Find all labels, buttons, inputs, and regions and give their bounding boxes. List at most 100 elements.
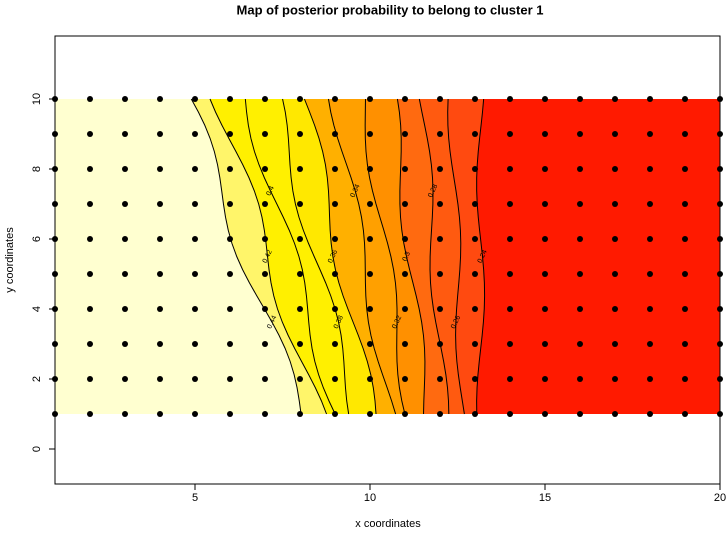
grid-point <box>647 166 653 172</box>
grid-point <box>157 201 163 207</box>
grid-point <box>262 131 268 137</box>
grid-point <box>227 131 233 137</box>
grid-point <box>332 166 338 172</box>
grid-point <box>367 96 373 102</box>
plot-frame <box>54 35 721 485</box>
grid-point <box>647 236 653 242</box>
grid-point <box>437 411 443 417</box>
grid-point <box>262 271 268 277</box>
y-tick-label: 6 <box>31 236 43 242</box>
grid-point <box>157 411 163 417</box>
grid-point <box>612 201 618 207</box>
grid-point <box>612 376 618 382</box>
grid-point <box>402 306 408 312</box>
grid-point <box>507 376 513 382</box>
grid-point <box>542 131 548 137</box>
grid-point <box>227 201 233 207</box>
field-zone <box>55 99 302 414</box>
y-tick-label: 0 <box>31 446 43 452</box>
contour-line <box>209 98 327 415</box>
grid-point <box>332 201 338 207</box>
contour-line <box>418 98 450 415</box>
grid-point <box>402 376 408 382</box>
grid-point <box>472 96 478 102</box>
grid-point <box>682 201 688 207</box>
contour-label: 0.3 <box>402 251 413 263</box>
grid-point <box>577 201 583 207</box>
grid-point <box>507 96 513 102</box>
grid-point <box>122 341 128 347</box>
grid-point <box>297 236 303 242</box>
grid-point <box>542 411 548 417</box>
grid-point <box>472 236 478 242</box>
contour-line <box>282 98 350 415</box>
grid-point <box>157 131 163 137</box>
grid-point <box>367 236 373 242</box>
grid-point <box>647 201 653 207</box>
grid-point <box>542 166 548 172</box>
x-tick-label: 15 <box>539 492 551 504</box>
chart-title: Map of posterior probability to belong t… <box>237 2 544 17</box>
grid-point <box>192 376 198 382</box>
grid-point <box>612 271 618 277</box>
grid-point <box>612 131 618 137</box>
grid-point <box>367 411 373 417</box>
grid-point <box>122 236 128 242</box>
y-tick-label: 4 <box>31 306 43 312</box>
contour-label: 0.4 <box>266 185 277 197</box>
grid-point <box>192 201 198 207</box>
grid-point <box>192 166 198 172</box>
grid-point <box>332 271 338 277</box>
grid-point <box>577 306 583 312</box>
grid-point <box>332 341 338 347</box>
grid-point <box>577 271 583 277</box>
grid-point <box>647 131 653 137</box>
grid-point <box>542 376 548 382</box>
grid-point <box>682 376 688 382</box>
grid-point <box>437 131 443 137</box>
grid-point <box>87 96 93 102</box>
grid-point <box>297 271 303 277</box>
grid-point <box>262 96 268 102</box>
grid-point <box>682 236 688 242</box>
grid-point <box>437 236 443 242</box>
grid-point <box>577 96 583 102</box>
grid-point <box>122 376 128 382</box>
grid-point <box>87 201 93 207</box>
grid-point <box>577 166 583 172</box>
grid-point <box>122 306 128 312</box>
grid-point <box>262 411 268 417</box>
grid-point <box>402 166 408 172</box>
grid-point <box>157 376 163 382</box>
grid-point <box>612 96 618 102</box>
grid-point <box>332 96 338 102</box>
grid-point <box>577 131 583 137</box>
grid-point <box>262 201 268 207</box>
contour-line <box>476 98 486 415</box>
grid-point <box>192 271 198 277</box>
grid-point <box>437 376 443 382</box>
grid-point <box>507 271 513 277</box>
grid-point <box>332 236 338 242</box>
grid-point <box>122 271 128 277</box>
contour-line <box>447 98 465 415</box>
grid-point <box>367 306 373 312</box>
grid-point <box>682 96 688 102</box>
grid-point <box>472 271 478 277</box>
y-axis-label: y coordinates <box>4 227 16 293</box>
grid-point <box>542 306 548 312</box>
grid-point <box>507 236 513 242</box>
grid-point <box>192 341 198 347</box>
grid-point <box>437 341 443 347</box>
grid-point <box>472 131 478 137</box>
grid-point <box>682 341 688 347</box>
grid-point <box>647 306 653 312</box>
grid-point <box>542 96 548 102</box>
grid-point <box>192 306 198 312</box>
contour-line <box>327 98 397 415</box>
contour-line <box>364 98 406 415</box>
grid-point <box>682 131 688 137</box>
grid-point <box>192 96 198 102</box>
grid-point <box>682 306 688 312</box>
grid-point <box>122 96 128 102</box>
